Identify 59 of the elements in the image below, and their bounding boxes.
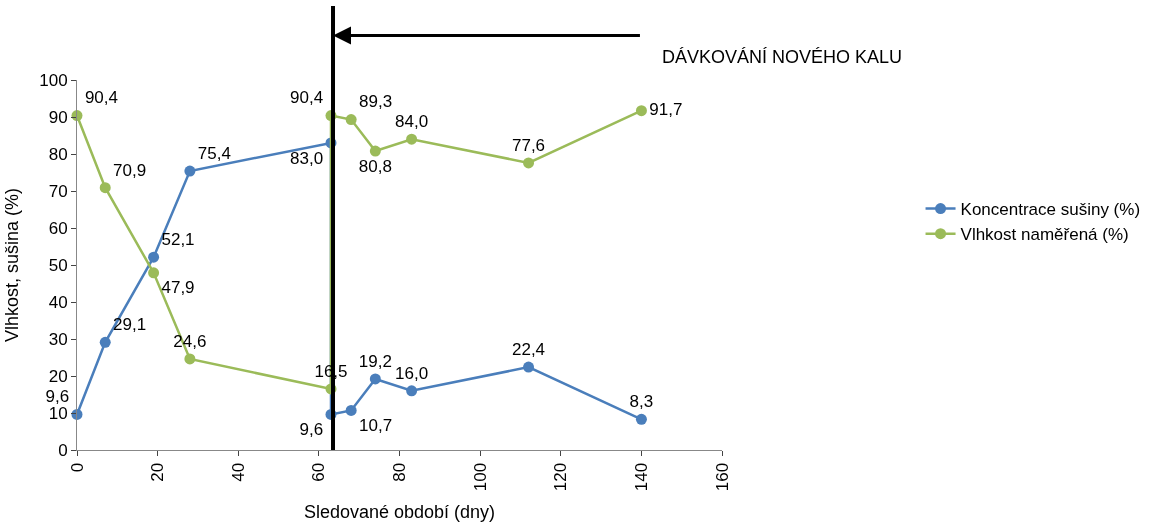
x-tick-label: 140	[631, 462, 651, 492]
y-tick-label: 40	[48, 292, 68, 312]
data-label: 29,1	[113, 315, 147, 335]
point	[148, 251, 160, 263]
point	[99, 182, 111, 194]
point	[523, 361, 535, 373]
y-tick-label: 20	[48, 366, 68, 386]
x-tick-label: 40	[228, 462, 248, 482]
point	[345, 114, 357, 126]
legend-label: Koncentrace sušiny (%)	[960, 200, 1141, 220]
y-tick-label: 100	[39, 70, 68, 90]
legend-label: Vlhkost naměřená (%)	[960, 225, 1129, 245]
y-tick-label: 50	[48, 255, 68, 275]
y-tick-label: 70	[48, 181, 68, 201]
point	[99, 336, 111, 348]
point	[184, 165, 196, 177]
data-label: 80,8	[358, 156, 392, 176]
data-label: 77,6	[511, 135, 546, 155]
point	[345, 404, 357, 416]
point	[406, 133, 418, 145]
point	[406, 385, 418, 397]
data-label: 89,3	[359, 92, 393, 112]
data-label: 75,4	[197, 143, 231, 163]
x-tick-label: 160	[712, 462, 732, 492]
data-label: 90,4	[84, 88, 118, 108]
y-tick-label: 60	[48, 218, 68, 238]
data-label: 91,7	[649, 99, 683, 119]
data-label: 47,9	[161, 278, 195, 298]
point	[148, 267, 160, 279]
y-axis-title: Vlhkost, sušina (%)	[2, 187, 23, 343]
x-tick-label: 120	[551, 462, 571, 492]
point	[369, 145, 381, 157]
text: DÁVKOVÁNÍ NOVÉHO KALU	[662, 47, 903, 67]
x-tick-label: 80	[390, 462, 410, 482]
data-label: 9,6	[299, 420, 324, 440]
data-label: 90,4	[290, 88, 324, 108]
data-label: 84,0	[395, 112, 429, 132]
y-tick-label: 30	[48, 329, 68, 349]
x-tick-label: 0	[67, 462, 87, 473]
point	[635, 413, 647, 425]
x-axis-title: Sledované období (dny)	[303, 502, 496, 523]
data-label: 83,0	[290, 148, 324, 168]
x-tick-label: 20	[148, 462, 168, 482]
data-label: 16,0	[395, 363, 429, 383]
data-label: 22,4	[511, 339, 546, 359]
y-tick-label: 90	[48, 107, 68, 127]
point	[184, 353, 196, 365]
x-tick-label: 60	[309, 462, 329, 482]
data-label: 19,2	[358, 351, 392, 371]
point	[635, 105, 647, 117]
y-tick-label: 80	[48, 144, 68, 164]
y-tick-label: 0	[58, 440, 68, 460]
data-label: 10,7	[359, 416, 393, 436]
x-tick-label: 100	[470, 462, 490, 492]
data-label: 8,3	[629, 392, 654, 412]
data-label: 52,1	[161, 230, 195, 250]
point	[523, 157, 535, 169]
point	[369, 373, 381, 385]
data-label: 70,9	[113, 160, 147, 180]
